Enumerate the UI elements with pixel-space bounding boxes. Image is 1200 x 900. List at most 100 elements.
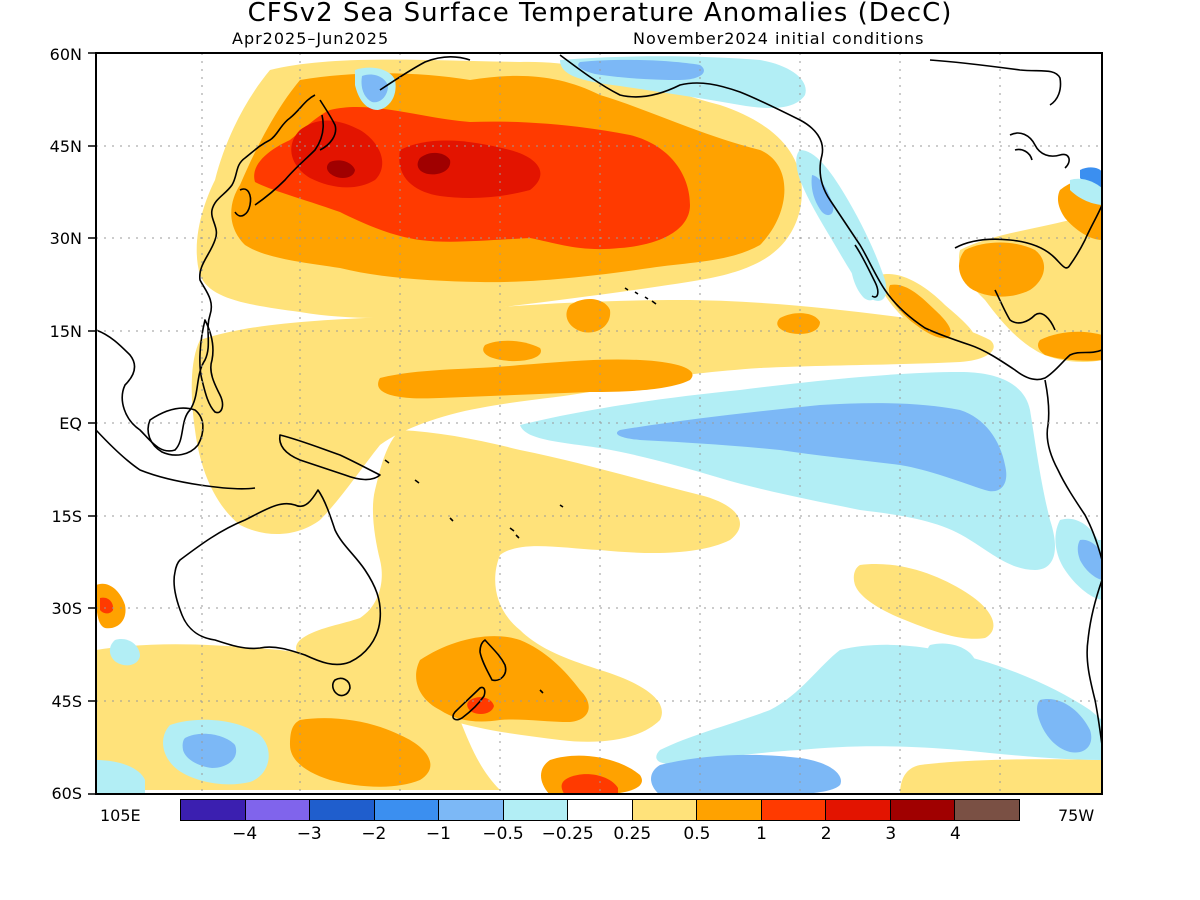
cool-bering-blue [361, 74, 388, 103]
coastlines [96, 54, 1102, 746]
warm-caribbean-orange [1037, 331, 1102, 361]
warm-mexico-coast-orange [888, 284, 951, 339]
japan-coastline [254, 99, 337, 206]
lon-label-west: 105E [100, 806, 141, 825]
cool-baja-light [850, 254, 879, 301]
lat-label-15n: 15N [49, 322, 82, 341]
warm-band-tropical-orange [378, 359, 693, 399]
lat-label-45s: 45S [51, 692, 82, 711]
south-america-coastline [1044, 379, 1102, 746]
axis-ticks [88, 52, 96, 795]
cool-peru-coast-blue [1077, 539, 1102, 580]
cool-alaska-blue [578, 59, 704, 80]
chart-title: CFSv2 Sea Surface Temperature Anomalies … [247, 0, 953, 28]
lat-label-15s: 15S [51, 507, 82, 526]
australia-coastline [173, 489, 382, 666]
colorbar-tick-label: 4 [949, 824, 961, 844]
warm-core-darkred-japan [326, 160, 355, 178]
warm-gulf-orange [958, 242, 1045, 297]
colorbar-tick-label: −0.5 [482, 824, 524, 844]
colorbar-tick-label: 1 [756, 824, 767, 844]
lat-label-eq: EQ [59, 414, 82, 433]
warm-band-tropical-pale [191, 300, 994, 535]
colorbar-swatch [697, 800, 762, 820]
cool-south-blue [651, 754, 841, 794]
warm-band-far-south [900, 759, 1102, 794]
colorbar-swatch [826, 800, 891, 820]
colorbar-swatch [181, 800, 246, 820]
colorbar-tick-label: 2 [820, 824, 832, 844]
lat-label-30n: 30N [49, 229, 82, 248]
gulf-coastline [954, 204, 1102, 269]
warm-blob-southeast-pale [853, 564, 994, 639]
warm-core-darkred [417, 152, 451, 175]
baja-coastline [854, 244, 879, 298]
colorbar-swatch [374, 800, 440, 820]
lat-label-30s: 30S [51, 599, 82, 618]
warm-blob-hawaii [566, 298, 611, 333]
cool-east-pacific-blue [616, 403, 1007, 492]
colorbar-swatch [761, 800, 827, 820]
north-america-north-coastline [929, 59, 1062, 106]
central-america-coastline [994, 289, 1056, 331]
colorbar-swatch [503, 800, 569, 820]
warm-blob-sw-red [100, 597, 114, 614]
asia-coastline [96, 94, 316, 452]
cool-far-southwest-light [96, 760, 145, 794]
cool-southwest-blue [182, 733, 237, 768]
cool-peru-coast-light [1055, 518, 1102, 600]
lat-label-60n: 60N [49, 45, 82, 64]
great-lakes-coastline [1009, 132, 1070, 169]
colorbar-tick-label: 3 [885, 824, 897, 844]
colorbar-tick-label: 0.5 [683, 824, 711, 844]
colorbar-swatch [310, 800, 375, 820]
cool-southeast-blue [1037, 699, 1092, 753]
new-guinea-coastline [278, 434, 381, 481]
pacific-islands [384, 459, 564, 694]
borneo-coastline [147, 407, 204, 456]
map-frame [95, 52, 1103, 795]
colorbar-tick-label: −1 [425, 824, 451, 844]
warm-core-red-japan [291, 120, 383, 188]
warm-blob-central-tropic [483, 340, 541, 362]
tasmania-coastline [331, 677, 351, 697]
colorbar-swatch [955, 800, 1019, 820]
initial-conditions: November2024 initial conditions [633, 29, 925, 48]
colorbar-tick-label: −2 [361, 824, 387, 844]
cool-us-coast-blue [811, 175, 834, 216]
colorbar-swatch [245, 800, 311, 820]
colorbar-tick-label: 0.25 [613, 824, 652, 844]
colorbar-tick-label: −3 [296, 824, 322, 844]
indonesia-coastline [96, 429, 256, 490]
grid-lines [96, 53, 1102, 794]
new-zealand-north-coastline [479, 639, 507, 682]
warm-blob-east-tropic [777, 313, 820, 334]
alaska-coastline [559, 54, 1102, 381]
colorbar-swatch [568, 800, 633, 820]
new-zealand-south-coastline [452, 686, 486, 721]
forecast-period: Apr2025–Jun2025 [232, 29, 390, 48]
cool-east-tropic-light [987, 398, 1025, 427]
cool-atlantic-light [1070, 178, 1102, 205]
warm-tongue-south-pale [296, 430, 740, 742]
colorbar [180, 799, 1020, 821]
warm-blob-tasman-orange [290, 718, 431, 787]
anomaly-fields [96, 56, 1102, 794]
cool-sw-indian-light [109, 639, 140, 666]
kamchatka-coastline [379, 56, 471, 91]
hawaii-coastline [624, 287, 657, 305]
warm-blob-southern-red [561, 774, 618, 794]
philippines-coastline [199, 319, 224, 414]
colorbar-swatch [632, 800, 698, 820]
colorbar-tick-label: −4 [232, 824, 258, 844]
lon-label-east: 75W [1058, 806, 1095, 825]
cool-mid-south-light [927, 643, 975, 670]
colorbar-tick-label: −0.25 [541, 824, 594, 844]
colorbar-swatch [439, 800, 504, 820]
lat-label-60s: 60S [51, 784, 82, 803]
cool-southeast-light [656, 644, 1102, 765]
lat-label-45n: 45N [49, 137, 82, 156]
colorbar-swatch [890, 800, 956, 820]
korea-coastline [234, 188, 252, 217]
